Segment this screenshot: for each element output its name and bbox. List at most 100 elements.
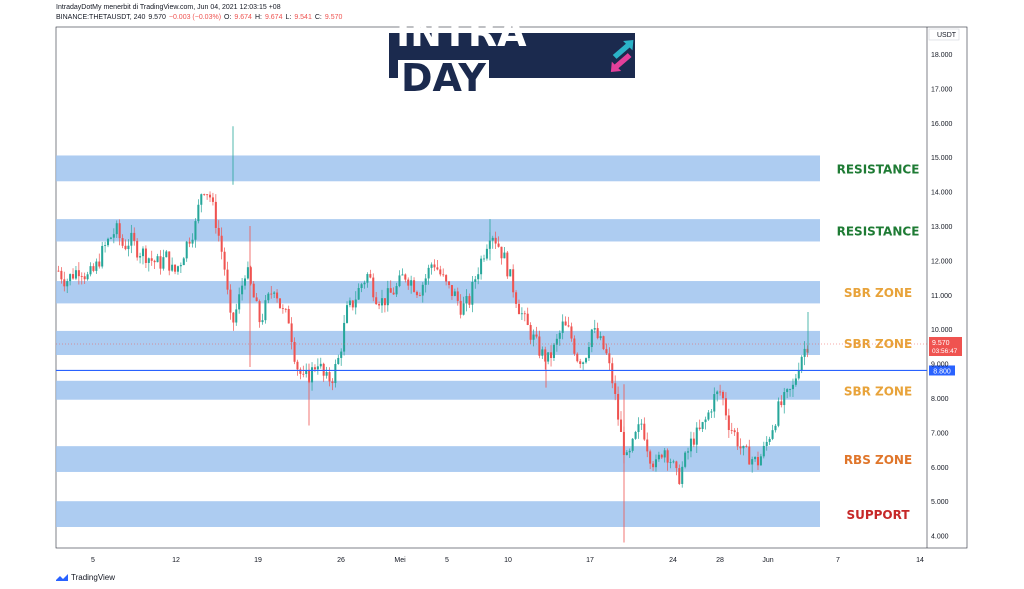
candle-body [340,351,343,358]
candle-body [590,329,593,348]
candle-body [401,274,404,276]
candle-body [66,281,69,287]
candle-body [756,457,760,466]
candle-body [375,297,378,305]
candle-body [121,238,124,246]
candle-body [156,256,159,263]
candle-body [343,322,346,352]
candle-body [319,363,322,367]
candle-body [579,361,582,364]
candle-body [791,384,794,390]
candle-body [555,338,558,345]
candle-body [433,264,436,268]
candle-body [517,303,521,315]
candle-body [278,298,281,309]
candle-body [95,261,98,271]
tradingview-logo[interactable]: TradingView [56,573,115,582]
candle-body [252,283,255,298]
candle-body [453,291,456,296]
y-tick-label: 10.000 [931,327,953,334]
ohlc-line: BINANCE:THETAUSDT, 240 9.570 −0.003 (−0.03… [56,14,343,21]
candle-body [713,394,716,412]
candle-body [529,324,532,340]
x-tick-label: 14 [916,557,924,564]
candle-body [485,248,488,259]
candle-body [57,270,60,272]
candle-body [211,197,214,202]
candle-body [698,427,701,429]
x-tick-label: 26 [337,557,345,564]
price-label-value: 9.570 [932,340,950,347]
candle-body [261,320,264,323]
candle-body [719,391,722,393]
candle-body [136,240,139,258]
candle-body [535,334,538,337]
candle-body [241,285,244,295]
candle-body [194,221,197,240]
last-price: 9.570 [148,14,166,21]
candle-body [372,277,375,298]
candle-body [585,358,588,363]
x-tick-label: 10 [504,557,512,564]
y-tick-label: 11.000 [931,293,952,300]
candle-body [418,295,421,296]
candle-body [497,243,500,247]
low-value: 9.541 [294,14,312,21]
candle-body [512,269,515,293]
candle-body [692,438,695,445]
candle-body [745,445,748,447]
candle-body [759,456,762,466]
candle-body [576,353,579,362]
y-tick-label: 15.000 [931,155,953,162]
candle-body [69,274,72,282]
candle-body [643,423,646,440]
candle-body [806,348,809,353]
candle-body [246,267,249,279]
currency-box [928,28,960,41]
candle-body [86,274,89,280]
high-value: 9.674 [264,14,283,21]
candle-body [118,223,121,239]
candle-body [325,372,328,376]
zone-band [56,219,820,242]
candle-body [302,373,305,375]
x-tick-label: 12 [172,557,180,564]
candle-body [360,284,363,289]
y-tick-label: 6.000 [931,465,949,472]
candle-body [558,332,561,339]
candle-body [380,298,384,306]
candle-body [191,239,194,244]
candle-body [424,278,427,285]
candle-body [264,300,267,321]
publisher-line: IntradayDotMy menerbit di TradingView.co… [56,4,281,11]
candle-body [389,288,392,293]
candle-body [311,367,314,383]
tradingview-icon [56,574,68,581]
candle-body [238,294,241,310]
intraday-logo: INTRADAY [389,11,635,97]
zone-band [56,330,820,355]
zone-label: RESISTANCE [837,162,920,176]
candle-body [640,423,643,425]
candle-body [681,466,684,484]
candle-body [544,349,547,362]
candle-body [771,430,774,439]
candle-body [797,370,800,379]
candle-body [299,369,302,374]
candle-body [602,336,605,350]
candle-body [532,334,535,340]
y-tick-label: 8.000 [931,396,949,403]
candle-body [415,291,418,296]
candle-body [436,267,439,270]
candle-body [104,245,107,247]
candle-body [407,279,410,286]
candle-body [209,194,212,198]
candle-body [316,366,319,370]
candle-body [474,279,477,282]
candle-body [617,393,620,420]
candle-body [398,275,401,287]
candle-body [608,353,611,364]
candle-body [646,439,649,452]
candle-body [109,237,112,239]
candle-body [232,312,235,323]
